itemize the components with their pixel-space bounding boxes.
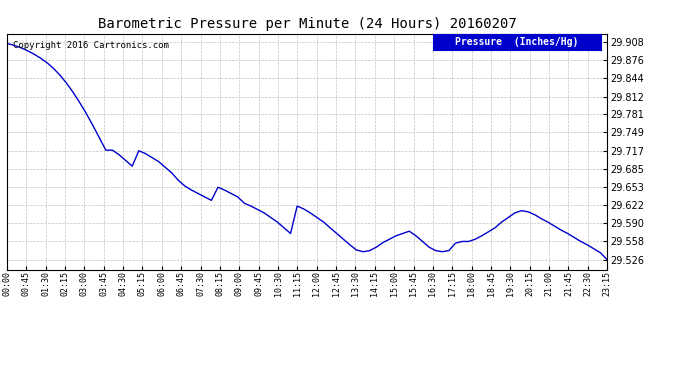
Title: Barometric Pressure per Minute (24 Hours) 20160207: Barometric Pressure per Minute (24 Hours… [98,17,516,31]
Text: Copyright 2016 Cartronics.com: Copyright 2016 Cartronics.com [13,41,169,50]
